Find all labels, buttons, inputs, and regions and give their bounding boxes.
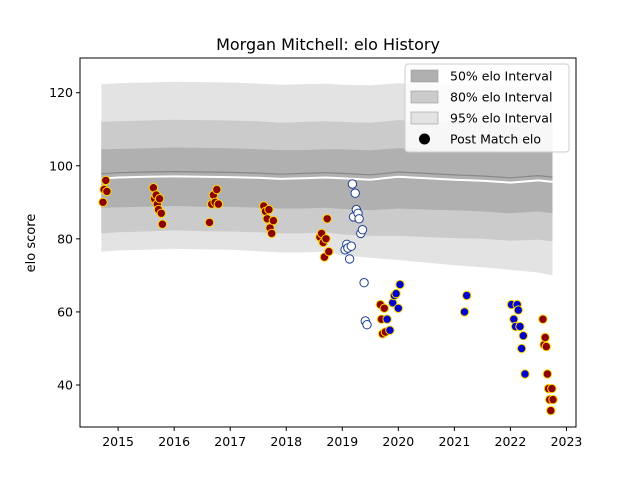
data-point: [513, 305, 523, 315]
data-point: [541, 341, 551, 352]
legend-swatch: [410, 90, 439, 104]
data-point: [346, 241, 356, 251]
y-tick-label: 80: [57, 231, 73, 246]
data-point: [385, 325, 395, 335]
data-point: [382, 314, 392, 324]
data-point: [518, 331, 528, 341]
data-point: [520, 369, 530, 379]
data-point: [362, 320, 372, 330]
data-point: [359, 278, 369, 288]
y-tick-label: 40: [57, 377, 73, 392]
data-point: [516, 343, 527, 354]
legend-label: 80% elo Interval: [450, 90, 552, 105]
data-point: [542, 369, 553, 379]
data-point: [350, 188, 360, 198]
data-point: [379, 303, 389, 313]
legend-box: [404, 63, 570, 153]
legend-label: Post Match elo: [450, 132, 541, 147]
x-tick-label: 2020: [382, 434, 414, 449]
data-point: [324, 246, 334, 257]
mean-shadow-line: [101, 170, 553, 179]
data-point: [98, 197, 108, 208]
data-point: [212, 184, 222, 195]
data-point: [268, 215, 279, 226]
legend-swatch: [410, 111, 439, 125]
data-point: [347, 179, 358, 189]
legend: 50% elo Interval 80% elo Interval 95% elo …: [404, 63, 570, 153]
data-point: [267, 228, 277, 239]
x-tick-label: 2018: [270, 434, 302, 449]
data-point: [264, 204, 274, 215]
y-tick-label: 120: [49, 85, 73, 100]
data-point: [548, 394, 558, 405]
data-point: [204, 217, 215, 228]
data-point: [515, 321, 525, 332]
y-tick-label: 100: [49, 158, 73, 173]
data-point: [354, 214, 364, 224]
x-tick-label: 2019: [326, 434, 358, 449]
data-point: [101, 175, 111, 186]
legend-swatch: [410, 69, 439, 83]
data-point: [395, 279, 405, 290]
data-point: [154, 194, 165, 204]
data-point: [156, 208, 167, 219]
x-tick-label: 2015: [102, 434, 134, 449]
y-axis-label: elo score: [24, 214, 39, 273]
x-tick-label: 2017: [214, 434, 246, 449]
data-point: [357, 225, 368, 235]
chart-title: Morgan Mitchell: elo History: [216, 35, 440, 54]
legend-marker: [419, 133, 430, 145]
data-point: [462, 290, 472, 301]
x-tick-label: 2022: [495, 434, 527, 449]
data-point: [391, 288, 401, 299]
data-point: [546, 405, 556, 416]
legend-label: 50% elo Interval: [450, 69, 552, 84]
data-point: [344, 254, 355, 264]
data-point: [102, 186, 112, 197]
data-point: [459, 307, 470, 317]
legend-label: 95% elo Interval: [450, 111, 552, 126]
data-point: [321, 234, 331, 244]
axes-frame: [79, 57, 577, 428]
data-point: [547, 383, 557, 394]
data-point: [538, 314, 548, 324]
data-point: [322, 214, 332, 224]
x-tick-label: 2016: [158, 434, 190, 449]
x-tick-label: 2021: [438, 434, 470, 449]
x-tick-label: 2023: [551, 434, 583, 449]
data-point: [157, 219, 168, 229]
mean-line: [101, 175, 553, 184]
data-point: [540, 332, 550, 343]
y-tick-label: 60: [57, 304, 73, 319]
data-point: [213, 199, 224, 209]
data-point: [393, 303, 403, 313]
